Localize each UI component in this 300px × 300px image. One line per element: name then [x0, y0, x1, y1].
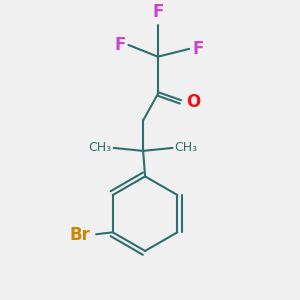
Text: CH₃: CH₃ [88, 141, 112, 154]
Text: Br: Br [69, 226, 90, 244]
Text: O: O [186, 93, 200, 111]
Text: F: F [152, 3, 164, 21]
Text: F: F [192, 40, 204, 58]
Text: F: F [114, 36, 125, 54]
Text: CH₃: CH₃ [175, 141, 198, 154]
